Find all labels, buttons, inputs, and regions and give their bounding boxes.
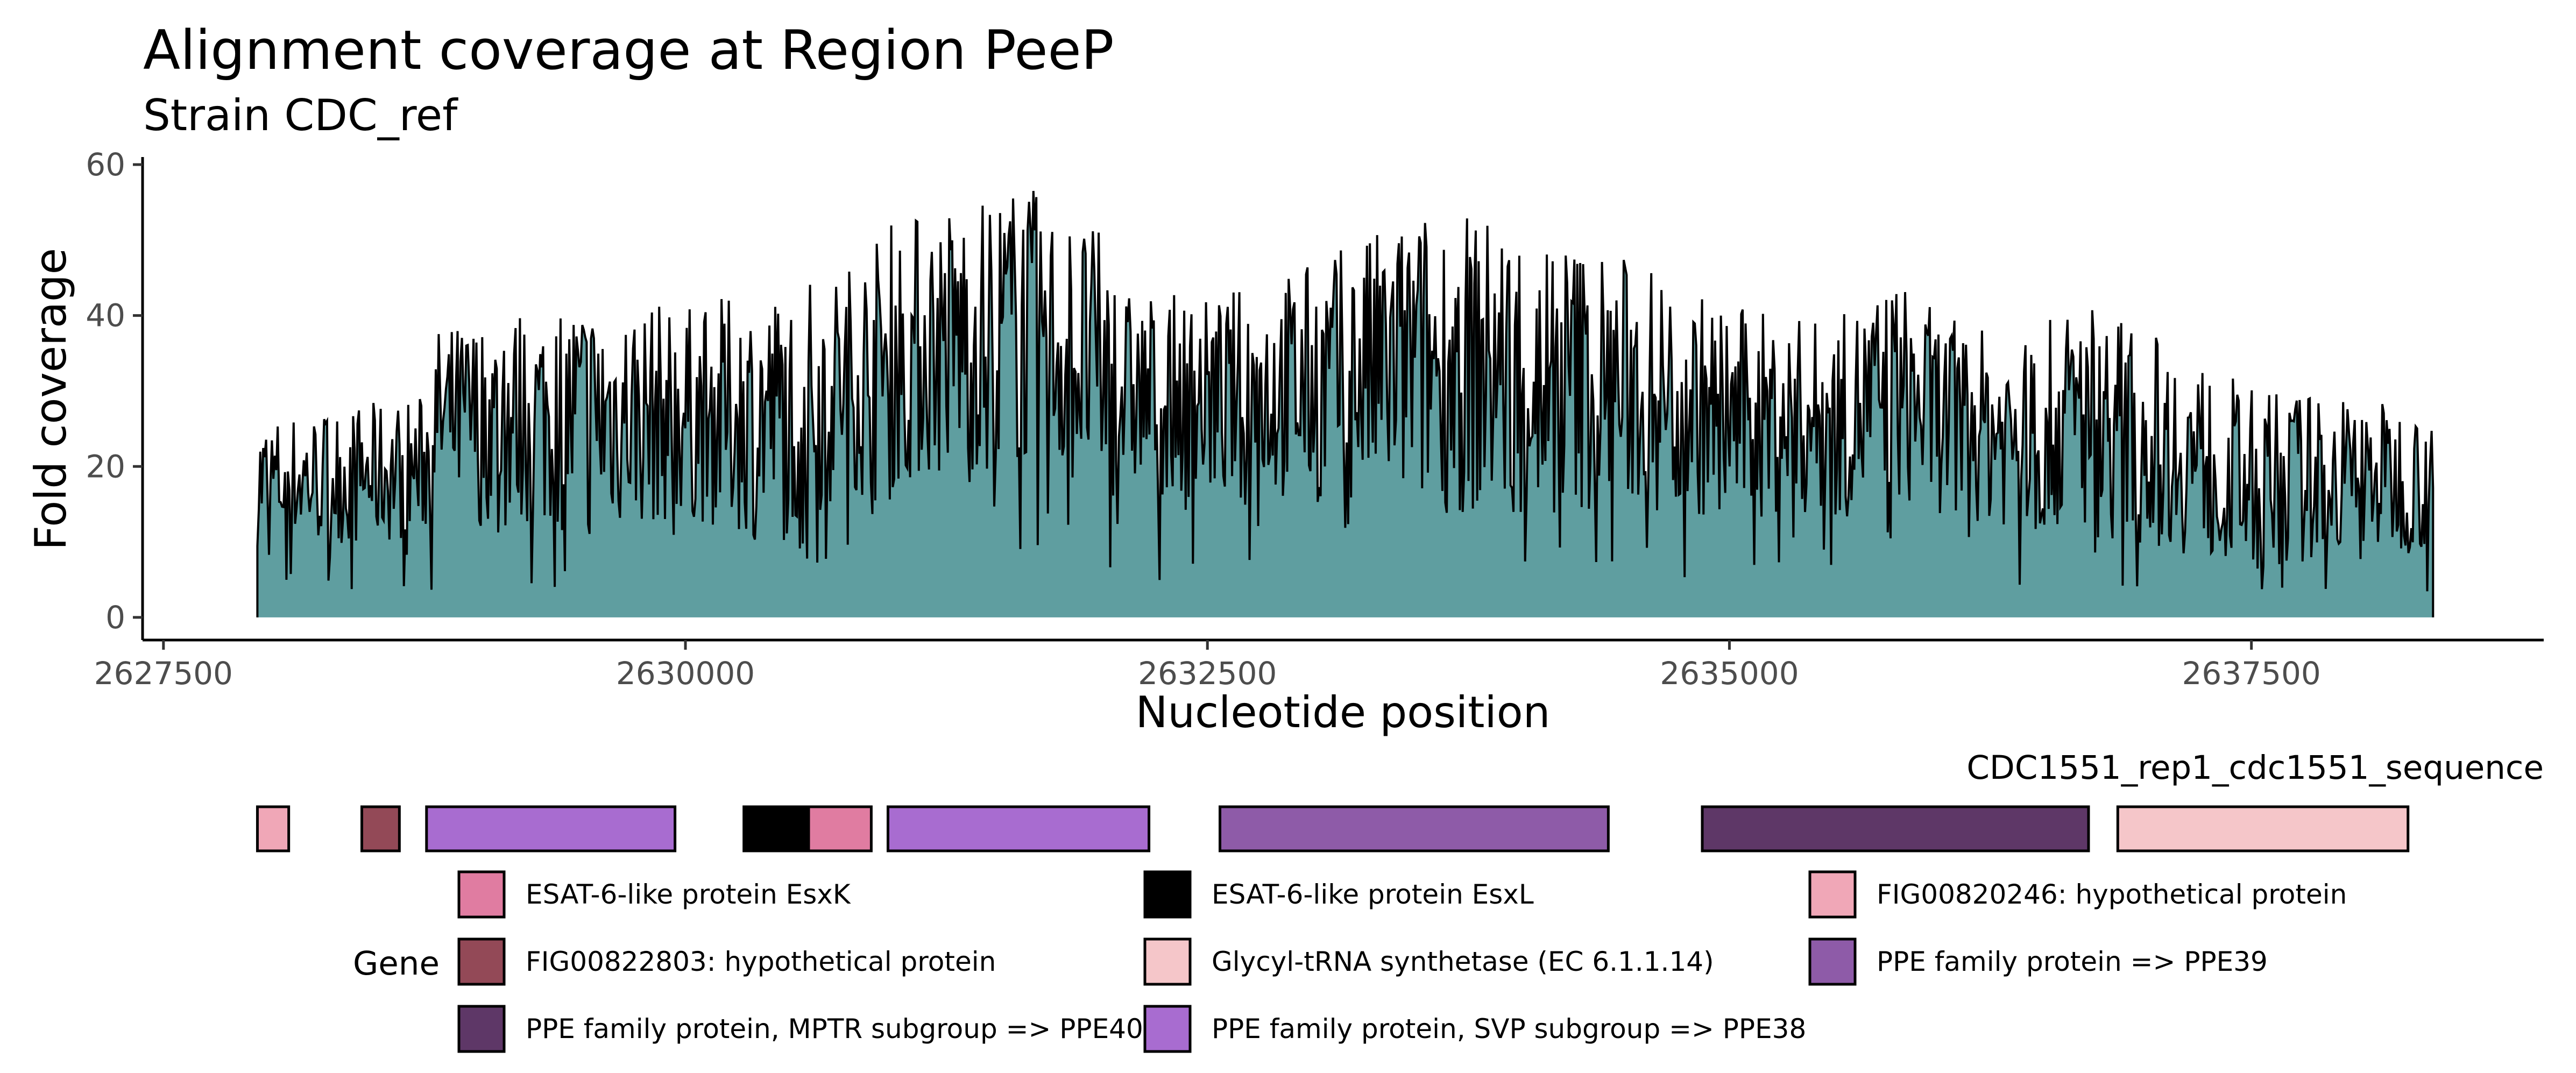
gene-block bbox=[1701, 805, 2090, 852]
y-tick-label: 0 bbox=[105, 599, 125, 636]
gene-block bbox=[360, 805, 401, 852]
legend-label: PPE family protein, SVP subgroup => PPE3… bbox=[1212, 1013, 1806, 1044]
x-tick-label: 2627500 bbox=[94, 655, 233, 692]
x-axis: 2627500 2630000 2632500 2635000 2637500 bbox=[94, 638, 2544, 692]
gene-block bbox=[425, 805, 677, 852]
y-tick-label: 20 bbox=[86, 448, 125, 485]
legend-label: ESAT-6-like protein EsxL bbox=[1212, 879, 1534, 910]
contig-label: CDC1551_rep1_cdc1551_sequence bbox=[1966, 749, 2544, 787]
legend-label: ESAT-6-like protein EsxK bbox=[526, 879, 851, 910]
y-tick-label: 60 bbox=[86, 146, 125, 183]
gene-block bbox=[742, 805, 810, 852]
x-tick-label: 2632500 bbox=[1138, 655, 1277, 692]
x-tick-label: 2635000 bbox=[1660, 655, 1799, 692]
gene-block bbox=[1219, 805, 1610, 852]
legend-label: FIG00820246: hypothetical protein bbox=[1877, 879, 2347, 910]
legend-label: PPE family protein => PPE39 bbox=[1877, 946, 2268, 977]
legend-key bbox=[1143, 870, 1192, 919]
gene-block bbox=[256, 805, 291, 852]
legend-label: Glycyl-tRNA synthetase (EC 6.1.1.14) bbox=[1212, 946, 1714, 977]
coverage-plot-area: 2627500 2630000 2632500 2635000 2637500 0 20 4… bbox=[86, 146, 2544, 692]
legend-key bbox=[457, 937, 506, 986]
legend-key bbox=[1143, 937, 1192, 986]
x-tick-label: 2630000 bbox=[616, 655, 755, 692]
gene-block bbox=[807, 805, 873, 852]
legend-label: PPE family protein, MPTR subgroup => PPE… bbox=[526, 1013, 1143, 1044]
x-tick-label: 2637500 bbox=[2182, 655, 2321, 692]
gene-track bbox=[256, 805, 2410, 852]
legend-label: FIG00822803: hypothetical protein bbox=[526, 946, 996, 977]
legend-key bbox=[1143, 1005, 1192, 1053]
legend-key bbox=[1808, 937, 1857, 986]
chart-title: Alignment coverage at Region PeeP bbox=[143, 18, 1114, 82]
gene-block bbox=[2116, 805, 2410, 852]
x-axis-title: Nucleotide position bbox=[1136, 687, 1551, 737]
y-axis: 0 20 40 60 bbox=[86, 146, 144, 640]
coverage-line bbox=[256, 190, 2435, 617]
gene-block bbox=[886, 805, 1151, 852]
y-axis-title: Fold coverage bbox=[26, 248, 76, 550]
chart-subtitle: Strain CDC_ref bbox=[143, 90, 458, 140]
legend-key bbox=[457, 870, 506, 919]
legend-key bbox=[1808, 870, 1857, 919]
gene-legend: ESAT-6-like protein EsxK ESAT-6-like prot… bbox=[457, 870, 2347, 1053]
legend-title: Gene bbox=[353, 944, 440, 983]
coverage-area bbox=[256, 190, 2435, 617]
legend-key bbox=[457, 1005, 506, 1053]
y-tick-label: 40 bbox=[86, 297, 125, 334]
